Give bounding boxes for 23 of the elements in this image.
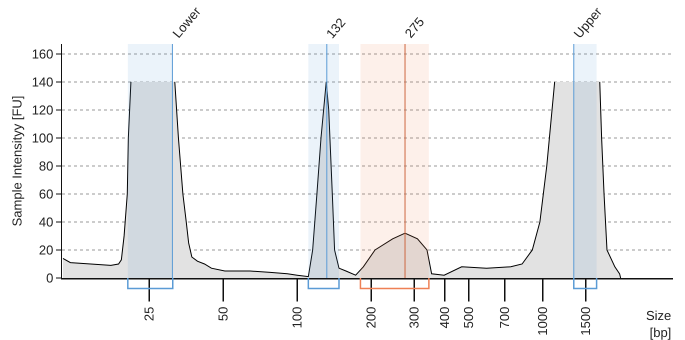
ref-line-label: 132 bbox=[323, 14, 348, 42]
ref-line-label: 275 bbox=[402, 14, 428, 41]
x-tick-label: 700 bbox=[496, 306, 512, 328]
x-tick-label: 50 bbox=[216, 306, 231, 322]
y-tick-label: 120 bbox=[32, 102, 54, 118]
y-tick-label: 80 bbox=[38, 158, 54, 174]
y-tick-label: 100 bbox=[32, 130, 54, 146]
y-tick-label: 140 bbox=[32, 74, 54, 90]
x-tick-label: 500 bbox=[460, 306, 476, 328]
y-axis-title: Sample Intensityy [FU] bbox=[10, 96, 25, 226]
x-tick-label: 300 bbox=[406, 306, 422, 328]
x-tick-label: 1000 bbox=[534, 306, 550, 336]
y-tick-label: 20 bbox=[38, 242, 54, 258]
y-tick-label: 60 bbox=[38, 186, 54, 202]
x-tick-label: 400 bbox=[437, 306, 452, 328]
x-tick-label: 1500 bbox=[578, 306, 594, 336]
x-tick-label: 25 bbox=[142, 306, 157, 322]
x-axis-title: Size [bp] bbox=[646, 308, 672, 340]
x-tick-label: 100 bbox=[289, 306, 304, 328]
x-tick-label: 200 bbox=[363, 306, 378, 328]
y-tick-label: 40 bbox=[38, 214, 54, 230]
y-tick-label: 0 bbox=[46, 270, 54, 286]
y-tick-label: 160 bbox=[32, 46, 54, 62]
